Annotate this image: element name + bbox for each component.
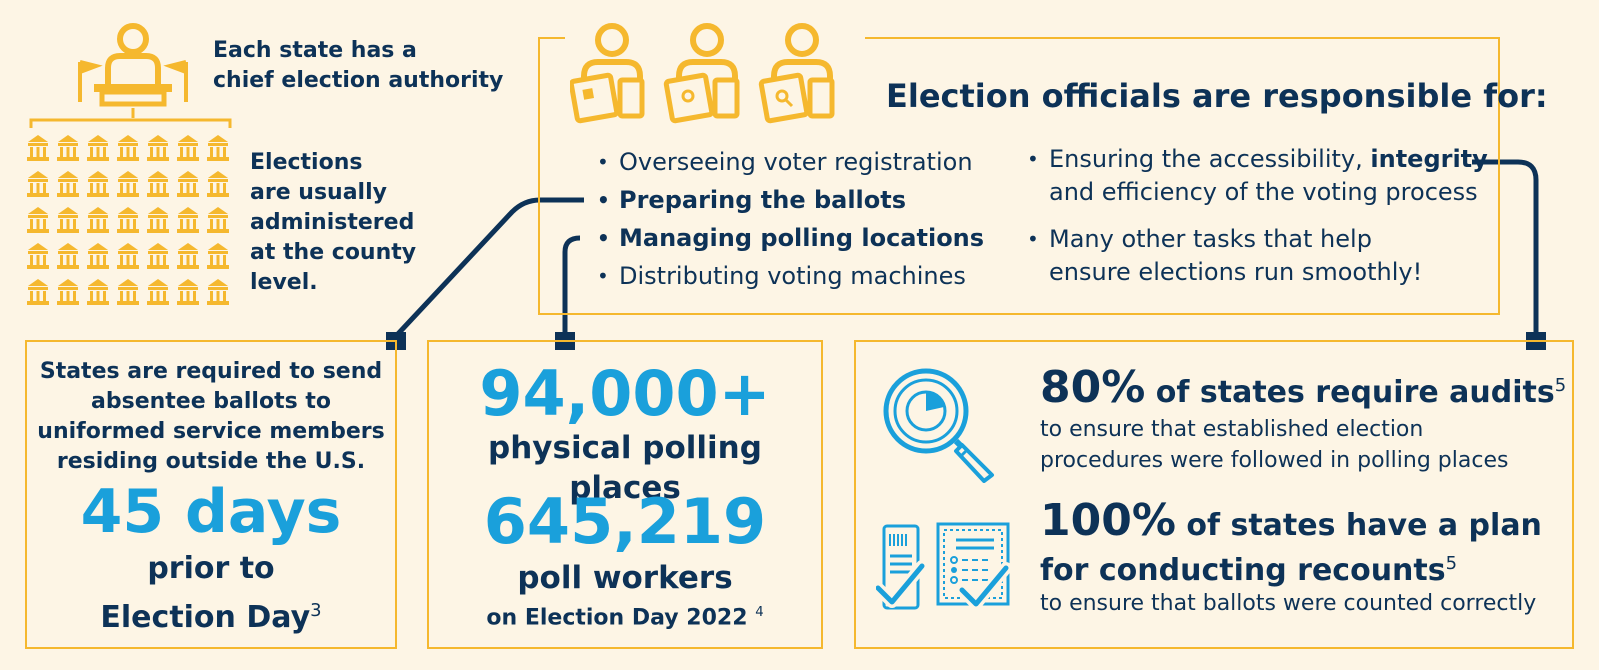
recounts-pct: 100%: [1040, 495, 1176, 546]
footnote-5-recounts: 5: [1445, 553, 1458, 574]
audits-pct: 80%: [1040, 362, 1146, 413]
county-line-2: are usually: [250, 180, 387, 205]
recounts-desc: to ensure that ballots were counted corr…: [1040, 591, 1537, 616]
courthouse-grid: [27, 135, 229, 305]
audits-head: of states require audits: [1145, 375, 1555, 410]
officials-title: Election officials are responsible for:: [886, 77, 1548, 115]
tree-bracket: [29, 108, 232, 128]
county-line-3: administered: [250, 210, 415, 235]
checked-ballots-icon: [876, 522, 1012, 610]
poll-workers-label: poll workers: [517, 560, 733, 596]
chief-authority-text: Each state has a chief election authorit…: [213, 36, 503, 96]
magnifier-chart-icon: [883, 368, 994, 483]
county-text: Elections are usually administered at th…: [250, 148, 416, 298]
task-other: Many other tasks that help ensure electi…: [1027, 223, 1488, 289]
task-voter-registration: Overseeing voter registration: [597, 143, 984, 181]
chief-line-2: chief election authority: [213, 68, 504, 93]
absentee-line-4: residing outside the U.S.: [56, 449, 366, 474]
official-id-card-icon: [570, 26, 645, 124]
task-distributing-machines: Distributing voting machines: [597, 257, 984, 295]
absentee-line-3: uniformed service members: [37, 419, 385, 444]
task-preparing-ballots: Preparing the ballots: [597, 181, 984, 219]
absentee-box: [25, 340, 397, 649]
audits-line-2: procedures were followed in polling plac…: [1040, 448, 1509, 473]
absentee-sub-2: Election Day3: [27, 590, 395, 639]
absentee-text: States are required to send absentee bal…: [27, 357, 395, 477]
polling-places-count: 94,000+: [479, 357, 771, 430]
chief-line-1: Each state has a: [213, 38, 417, 63]
recounts-heading: 100% of states have a plan for conductin…: [1040, 499, 1542, 590]
absentee-sub: prior to Election Day3: [27, 548, 395, 639]
official-ballot-icon: [663, 26, 740, 124]
footnote-5-audits: 5: [1554, 375, 1567, 396]
polling-places-label: physical polling places: [488, 430, 762, 506]
recounts-head-2: for conducting recounts: [1040, 553, 1446, 588]
task-accessibility-bold: integrity: [1370, 145, 1488, 173]
task-managing-polling: Managing polling locations: [597, 219, 984, 257]
officials-icons: [570, 22, 835, 124]
official-podium-icon: [78, 23, 188, 107]
task-other-a: Many other tasks that help: [1049, 225, 1372, 253]
official-search-icon: [758, 26, 835, 124]
connector-polling: [562, 235, 581, 336]
absentee-line-1: States are required to send: [39, 359, 383, 384]
officials-list-left: Overseeing voter registration Preparing …: [597, 143, 984, 295]
absentee-election-day: Election Day: [100, 600, 311, 635]
recounts-head-1: of states have a plan: [1175, 508, 1542, 543]
absentee-line-2: absentee ballots to: [91, 389, 331, 414]
county-line-4: at the county: [250, 240, 417, 265]
officials-box: [538, 37, 1500, 315]
county-line-5: level.: [250, 270, 318, 295]
audits-box: [854, 340, 1574, 649]
task-accessibility-a: Ensuring the accessibility,: [1049, 145, 1371, 173]
connector-integrity: [1472, 159, 1539, 336]
task-other-b: ensure elections run smoothly!: [1049, 258, 1423, 286]
task-accessibility: Ensuring the accessibility, integrity an…: [1027, 143, 1488, 209]
polling-box: [427, 340, 823, 649]
officials-list-right: Ensuring the accessibility, integrity an…: [1027, 143, 1488, 289]
absentee-sub-1: prior to: [147, 551, 275, 586]
courthouse-icon: [27, 135, 229, 305]
audits-heading: 80% of states require audits5: [1040, 364, 1566, 415]
poll-workers-date: on Election Day 2022 4: [429, 598, 821, 633]
audits-desc: to ensure that established election proc…: [1040, 414, 1508, 476]
audits-line-1: to ensure that established election: [1040, 417, 1424, 442]
task-accessibility-b: and efficiency of the voting process: [1049, 178, 1478, 206]
absentee-days: 45 days: [80, 477, 342, 547]
county-line-1: Elections: [250, 150, 363, 175]
poll-workers-count: 645,219: [483, 485, 767, 558]
poll-workers-date-text: on Election Day 2022: [486, 605, 748, 631]
footnote-3: 3: [310, 600, 322, 621]
footnote-4: 4: [755, 605, 764, 620]
